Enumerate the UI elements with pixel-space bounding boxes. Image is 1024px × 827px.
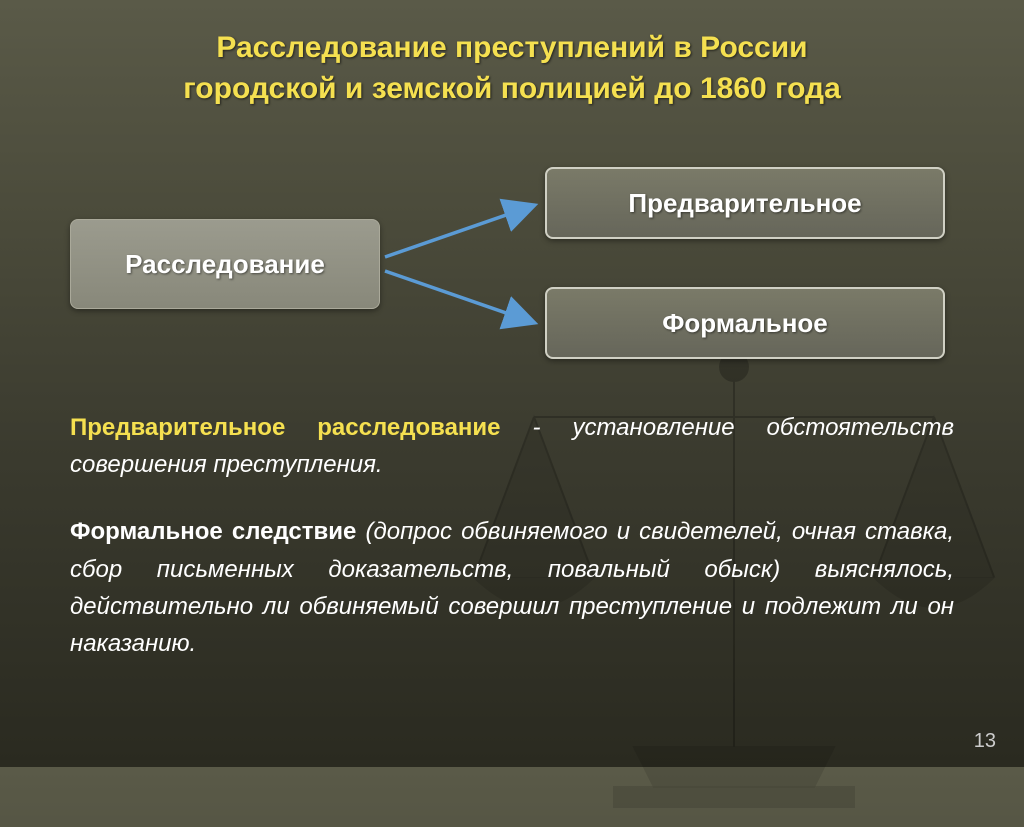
box-investigation-label: Расследование xyxy=(125,249,325,280)
def1-term: Предварительное расследование xyxy=(70,414,501,441)
definition-preliminary: Предварительное расследование - установл… xyxy=(70,409,954,483)
box-preliminary-label: Предварительное xyxy=(628,188,861,219)
page-number: 13 xyxy=(974,730,996,753)
box-investigation: Расследование xyxy=(70,219,380,309)
diagram-container: Расследование Предварительное Формальное xyxy=(0,149,1024,379)
diagram-arrows xyxy=(380,169,550,359)
box-formal-label: Формальное xyxy=(662,308,828,339)
title-line-1: Расследование преступлений в России xyxy=(216,31,807,64)
definition-formal: Формальное следствие (допрос обвиняемого… xyxy=(70,513,954,662)
box-formal: Формальное xyxy=(545,287,945,359)
box-preliminary: Предварительное xyxy=(545,167,945,239)
def2-term: Формальное следствие xyxy=(70,518,356,545)
definitions: Предварительное расследование - установл… xyxy=(0,379,1024,662)
title-line-2: городской и земской полицией до 1860 год… xyxy=(183,72,841,105)
slide-title: Расследование преступлений в России горо… xyxy=(0,0,1024,119)
